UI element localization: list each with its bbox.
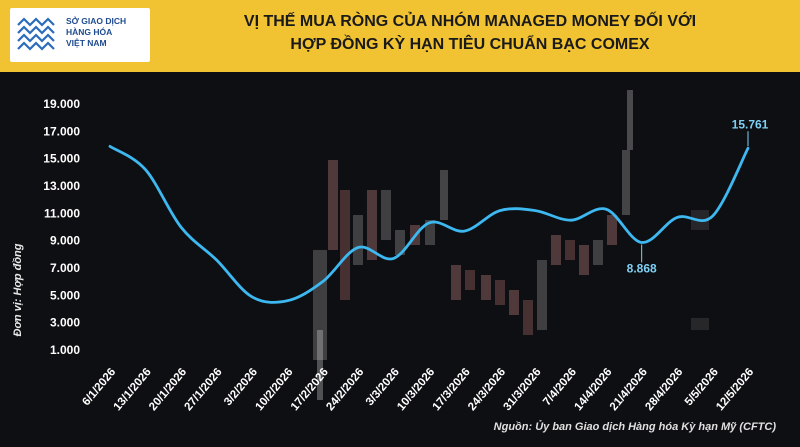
background-candle <box>565 240 575 260</box>
x-tick-label: 7/4/2026 <box>541 366 579 408</box>
y-tick-label: 17.000 <box>43 124 80 138</box>
background-candle <box>593 240 603 265</box>
y-tick-label: 19.000 <box>43 97 80 111</box>
chart-area: 1.000 3.000 5.000 7.000 9.000 11.000 13.000 15.… <box>0 72 800 442</box>
y-axis-ticks: 1.000 3.000 5.000 7.000 9.000 11.000 13.000 15.… <box>43 97 80 357</box>
background-candle <box>691 318 709 330</box>
background-candle <box>367 190 377 260</box>
x-tick-label: 12/5/2026 <box>714 366 756 413</box>
x-tick-label: 6/1/2026 <box>80 366 118 408</box>
y-tick-label: 3.000 <box>50 316 80 330</box>
background-candle <box>495 280 505 305</box>
background-candle <box>395 230 405 255</box>
series-line <box>108 144 750 304</box>
background-candle <box>607 215 617 245</box>
background-candle <box>481 275 491 300</box>
background-candle <box>465 270 475 290</box>
background-candle <box>440 170 448 220</box>
background-candle <box>353 215 363 265</box>
background-candle <box>509 290 519 315</box>
background-candle <box>451 265 461 300</box>
y-tick-label: 15.000 <box>43 152 80 166</box>
x-tick-label: 28/4/2026 <box>643 366 685 413</box>
y-axis-label-text: Đơn vị: Hợp đồng <box>12 243 24 337</box>
x-tick-label: 5/5/2026 <box>683 366 721 408</box>
y-tick-label: 5.000 <box>50 288 80 302</box>
title-line-2: HỢP ĐỒNG KỲ HẠN TIÊU CHUẨN BẠC COMEX <box>290 36 650 53</box>
y-tick-label: 11.000 <box>44 206 80 220</box>
y-axis-label: Đơn vị: Hợp đồng <box>8 244 28 337</box>
y-tick-label: 1.000 <box>50 343 80 357</box>
logo-text: SỞ GIAO DỊCH HÀNG HÓA VIỆT NAM <box>66 16 150 49</box>
background-candle <box>622 150 630 215</box>
x-tick-label: 31/3/2026 <box>502 366 544 413</box>
x-tick-label: 3/3/2026 <box>364 366 402 408</box>
header-banner: SỞ GIAO DỊCH HÀNG HÓA VIỆT NAM VỊ THẾ MU… <box>0 0 800 72</box>
background-candle <box>313 250 327 360</box>
background-candle <box>523 300 533 335</box>
y-tick-label: 9.000 <box>50 234 80 248</box>
background-candle <box>381 190 391 240</box>
series-points <box>108 144 750 302</box>
logo: SỞ GIAO DỊCH HÀNG HÓA VIỆT NAM <box>10 8 150 62</box>
data-annotations: 8.868 15.761 <box>627 117 769 275</box>
logo-line: VIỆT NAM <box>66 38 107 48</box>
background-candle <box>551 235 561 265</box>
background-candle <box>579 245 589 275</box>
page-title: VỊ THẾ MUA RÒNG CỦA NHÓM MANAGED MONEY Đ… <box>170 10 770 56</box>
x-tick-label: 24/2/2026 <box>324 366 366 413</box>
background-candle <box>627 90 633 150</box>
data-label: 15.761 <box>732 117 769 131</box>
x-axis-ticks: 6/1/202613/1/202620/1/202627/1/20263/2/2… <box>80 366 756 413</box>
background-candle <box>537 260 547 330</box>
background-candles <box>313 90 709 400</box>
x-tick-label: 3/2/2026 <box>222 366 260 408</box>
y-tick-label: 13.000 <box>43 179 80 193</box>
logo-line: HÀNG HÓA <box>66 27 113 37</box>
title-line-1: VỊ THẾ MUA RÒNG CỦA NHÓM MANAGED MONEY Đ… <box>243 13 697 30</box>
background-candle <box>328 160 338 250</box>
exchange-logo-icon <box>17 17 55 51</box>
background-candle <box>425 220 435 245</box>
source-note: Nguồn: Ủy ban Giao dịch Hàng hóa Kỳ hạn … <box>493 421 776 433</box>
logo-line: SỞ GIAO DỊCH <box>66 16 127 26</box>
y-tick-label: 7.000 <box>50 261 80 275</box>
x-tick-label: 27/1/2026 <box>183 366 225 413</box>
data-label: 8.868 <box>627 261 657 275</box>
line-chart: 1.000 3.000 5.000 7.000 9.000 11.000 13.000 15.… <box>43 90 769 413</box>
background-candle <box>340 190 350 300</box>
